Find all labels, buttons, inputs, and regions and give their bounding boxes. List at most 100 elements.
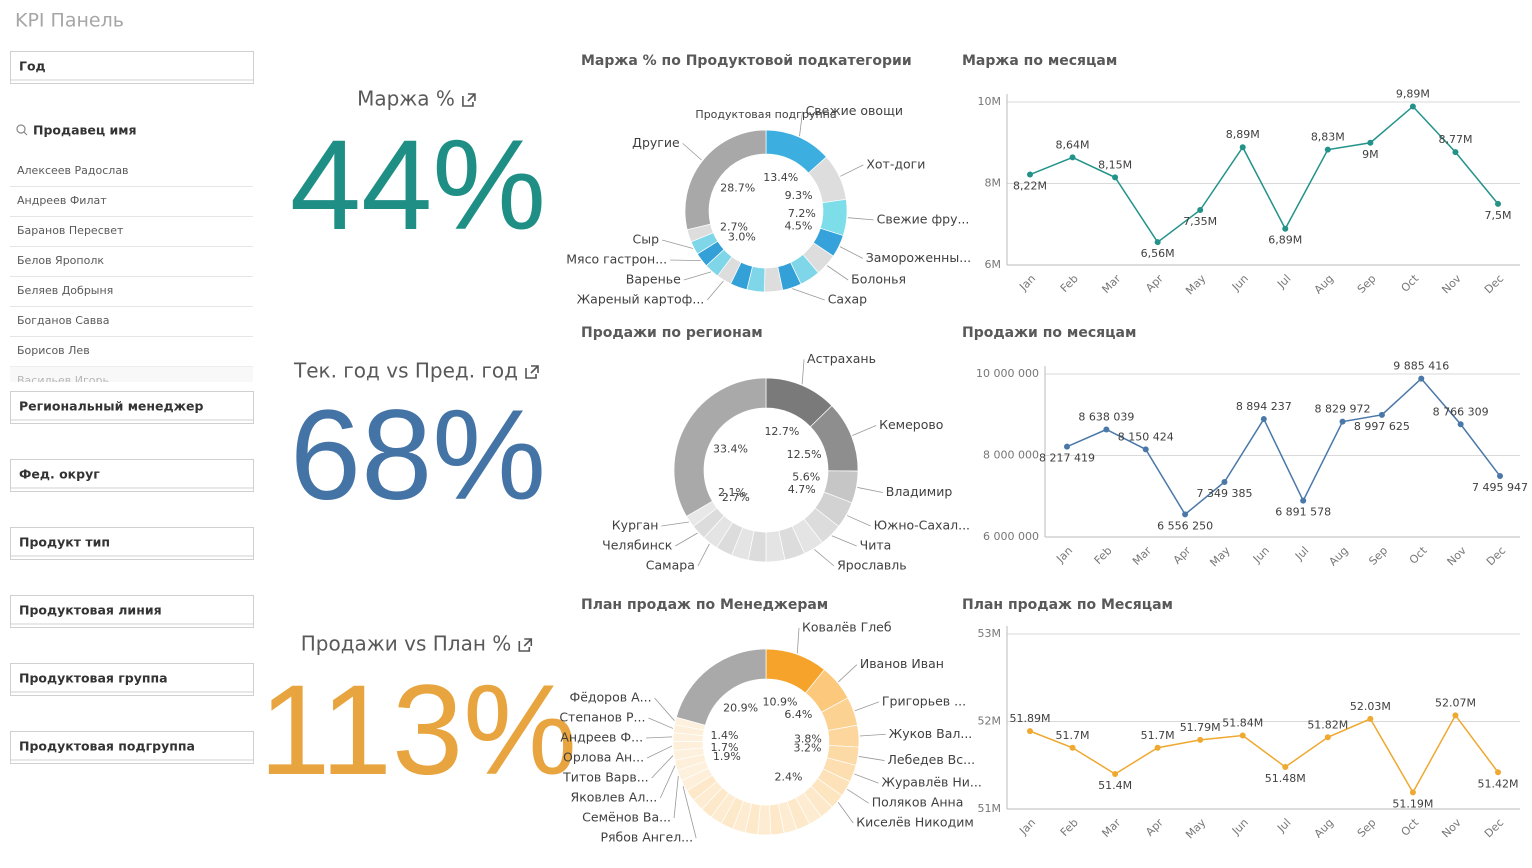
data-label: 9 885 416 <box>1393 360 1449 373</box>
filter-label[interactable]: Продукт тип <box>19 535 110 550</box>
data-point <box>1239 144 1246 151</box>
filter-label[interactable]: Продуктовая линия <box>19 603 162 618</box>
seller-item[interactable]: Богданов Савва <box>17 314 109 327</box>
slice-value-label: 1.9% <box>713 750 741 763</box>
data-label: 8,89M <box>1226 128 1260 141</box>
data-label: 8,22M <box>1013 180 1047 193</box>
filter-label[interactable]: Региональный менеджер <box>19 399 204 414</box>
seller-item[interactable]: Беляев Добрыня <box>17 284 113 297</box>
x-tick-label: Jul <box>1292 544 1311 563</box>
data-point <box>1300 497 1307 504</box>
x-tick-label: Feb <box>1058 816 1081 839</box>
data-point <box>1112 174 1119 181</box>
kpi-value: 113% <box>259 659 577 802</box>
leader-line <box>814 549 835 567</box>
data-point <box>1418 375 1425 382</box>
data-point <box>1154 744 1161 751</box>
data-label: 7 349 385 <box>1196 487 1252 500</box>
data-label: 8 829 972 <box>1315 403 1371 416</box>
slice-label: Киселёв Никодим <box>856 815 974 830</box>
slice-value-label: 20.9% <box>723 702 758 715</box>
slice-label: Курган <box>612 518 659 533</box>
leader-line <box>661 521 689 527</box>
seller-item[interactable]: Алексеев Радослав <box>17 164 129 177</box>
x-tick-label: Apr <box>1143 816 1166 839</box>
filter-box[interactable] <box>10 595 254 628</box>
filter-box[interactable] <box>10 51 254 84</box>
data-label: 8,15M <box>1098 158 1132 171</box>
data-label: 9M <box>1362 148 1379 161</box>
slice-value-label: 6.4% <box>784 708 812 721</box>
filter-box[interactable] <box>10 731 254 764</box>
leader-line <box>648 717 674 729</box>
leader-line <box>646 736 673 739</box>
leader-line <box>854 701 880 712</box>
slice-label: Ярославль <box>837 558 907 573</box>
slice-value-label: 2.7% <box>722 491 750 504</box>
data-label: 51.89M <box>1010 712 1051 725</box>
external-link-icon[interactable] <box>462 93 476 107</box>
slice-label: Хот-доги <box>866 156 925 171</box>
slice-label: Варенье <box>626 272 681 287</box>
leader-line <box>838 664 858 683</box>
leader-line <box>801 359 805 385</box>
slice-label: Владимир <box>886 484 953 499</box>
leader-line <box>854 773 879 784</box>
filter-label[interactable]: Фед. округ <box>19 467 100 482</box>
donut-slice <box>673 377 767 517</box>
leader-line <box>857 487 883 493</box>
filter-box[interactable] <box>10 527 254 560</box>
filter-box[interactable] <box>10 663 254 696</box>
data-label: 8 638 039 <box>1078 410 1134 423</box>
data-point <box>1154 239 1161 246</box>
data-point <box>1239 732 1246 739</box>
x-tick-label: Aug <box>1326 544 1350 568</box>
leader-line <box>659 765 676 799</box>
x-tick-label: Nov <box>1439 272 1464 297</box>
data-label: 7,5M <box>1485 209 1512 222</box>
slice-label: Андреев Ф... <box>560 730 643 745</box>
chart-title: План продаж по Месяцам <box>962 597 1173 613</box>
y-tick-label: 6M <box>985 258 1002 271</box>
x-tick-label: Nov <box>1439 816 1464 841</box>
external-link-icon[interactable] <box>518 638 533 652</box>
data-point <box>1112 771 1119 777</box>
y-tick-label: 10 000 000 <box>976 367 1039 380</box>
slice-label: Чита <box>860 538 892 553</box>
data-point <box>1495 200 1501 207</box>
data-label: 8,83M <box>1311 131 1345 144</box>
leader-line <box>673 775 679 819</box>
x-tick-label: Nov <box>1445 544 1470 569</box>
filter-box[interactable] <box>10 459 254 492</box>
data-label: 8 894 237 <box>1236 400 1292 413</box>
leader-line <box>682 786 697 839</box>
x-tick-label: Sep <box>1355 272 1379 296</box>
seller-item[interactable]: Андреев Филат <box>17 194 107 207</box>
kpi-title: Продажи vs План % <box>301 632 512 656</box>
filter-label[interactable]: Год <box>19 59 46 74</box>
filter-label[interactable]: Продуктовая группа <box>19 671 168 686</box>
data-point <box>1497 473 1503 480</box>
leader-line <box>859 733 886 737</box>
seller-item[interactable]: Белов Ярополк <box>17 254 104 267</box>
chart-title: Маржа по месяцам <box>962 53 1117 69</box>
seller-list: Алексеев Радослав Андреев Филат Баранов Пе… <box>10 164 253 382</box>
slice-label: Свежие фру... <box>877 211 970 226</box>
seller-item[interactable]: Баранов Пересвет <box>17 224 124 237</box>
filter-label[interactable]: Продуктовая подгруппа <box>19 739 195 754</box>
external-link-icon[interactable] <box>525 365 539 379</box>
seller-item[interactable]: Борисов Лев <box>17 344 90 357</box>
line-series <box>1066 377 1501 516</box>
slice-value-label: 2.7% <box>720 220 748 233</box>
slice-label: Яковлев Ал... <box>571 790 658 805</box>
data-point <box>1495 769 1501 776</box>
leader-line <box>654 697 675 721</box>
y-tick-label: 53M <box>978 627 1002 640</box>
leader-line <box>661 239 694 249</box>
filter-box[interactable] <box>10 391 254 424</box>
data-label: 8 217 419 <box>1039 452 1095 465</box>
line-series <box>1029 713 1499 794</box>
slice-label: Лебедев Вс... <box>888 752 976 767</box>
line-series <box>1029 105 1499 244</box>
